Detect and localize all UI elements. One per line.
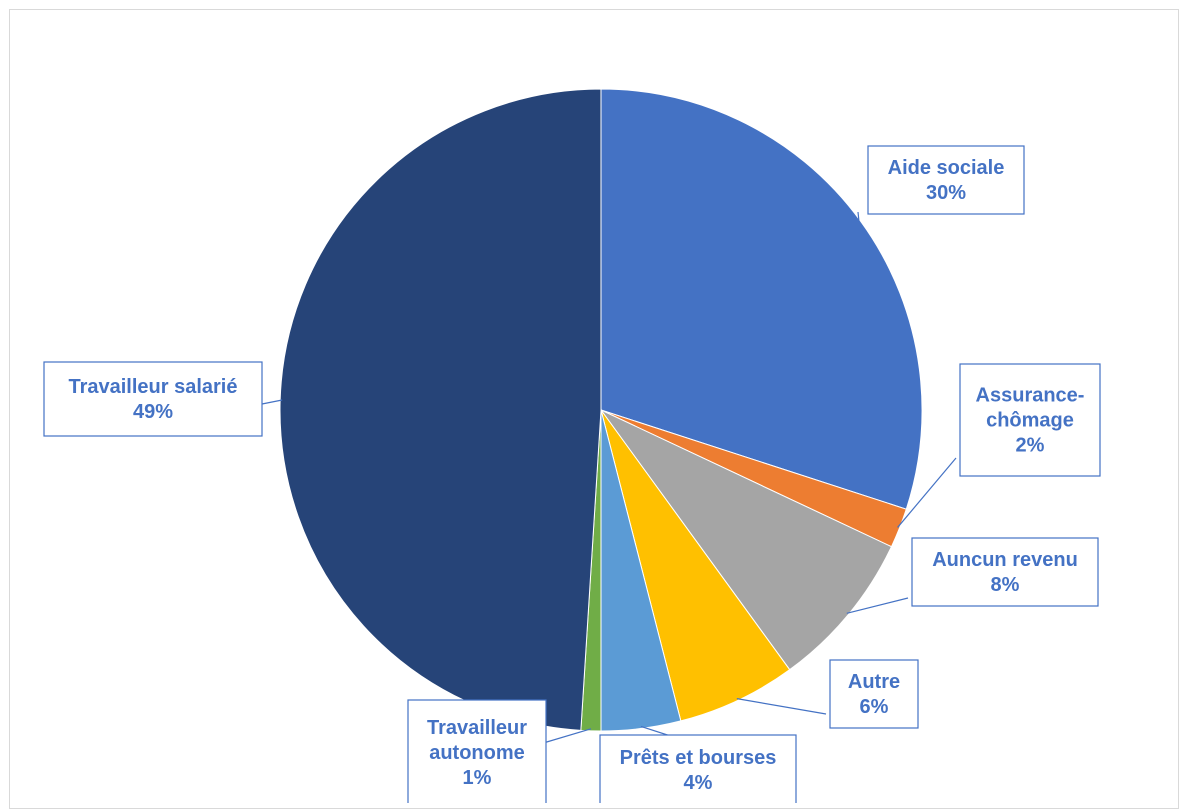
data-label-box-4 — [599, 734, 797, 803]
leader-line-3 — [736, 698, 827, 715]
leader-line-5 — [539, 728, 592, 745]
data-label-6: Travailleur salarié 49% — [43, 361, 263, 437]
data-label-value-3: 6% — [860, 696, 889, 718]
leader-line-0 — [857, 211, 860, 223]
data-label-value-1: 2% — [1016, 435, 1045, 457]
data-label-text-4: Prêts et bourses — [620, 747, 777, 769]
data-label-text-6: Travailleur salarié — [68, 376, 237, 398]
data-label-text-2: Auncun revenu — [932, 549, 1078, 571]
pie-slice-3 — [600, 409, 791, 722]
data-label-value-6: 49% — [133, 401, 173, 423]
data-label-text-5: Travailleur — [427, 717, 527, 739]
leader-lines — [261, 211, 957, 745]
pie-slice-0 — [600, 88, 923, 510]
data-label-text-1: chômage — [986, 410, 1074, 432]
leader-line-1 — [897, 457, 957, 528]
data-label-text-3: Autre — [848, 671, 900, 693]
data-label-text-0: Aide sociale — [888, 157, 1005, 179]
leader-line-6 — [261, 399, 283, 405]
data-label-2: Auncun revenu 8% — [911, 537, 1099, 607]
data-label-text-1: Assurance- — [976, 385, 1085, 407]
data-label-box-0 — [867, 145, 1025, 215]
data-label-box-6 — [43, 361, 263, 437]
data-label-box-5 — [407, 699, 547, 803]
data-label-box-2 — [911, 537, 1099, 607]
data-label-3: Autre 6% — [829, 659, 919, 729]
leader-line-2 — [846, 597, 909, 614]
pie-slices — [279, 88, 923, 732]
data-label-text-5: autonome — [429, 742, 525, 764]
data-label-0: Aide sociale 30% — [867, 145, 1025, 215]
pie-slice-6 — [279, 88, 602, 731]
pie-slice-2 — [600, 409, 893, 671]
data-label-box-1 — [959, 363, 1101, 477]
data-label-5: Travailleur autonome 1% — [407, 699, 547, 803]
data-labels: Aide sociale 30% Assurance-chômage 2% Auncun… — [43, 145, 1101, 803]
data-label-value-2: 8% — [991, 574, 1020, 596]
data-label-value-5: 1% — [463, 767, 492, 789]
data-label-value-0: 30% — [926, 182, 966, 204]
data-label-1: Assurance-chômage 2% — [959, 363, 1101, 477]
data-label-value-4: 4% — [684, 772, 713, 794]
data-label-box-3 — [829, 659, 919, 729]
data-label-4: Prêts et bourses 4% — [599, 734, 797, 803]
